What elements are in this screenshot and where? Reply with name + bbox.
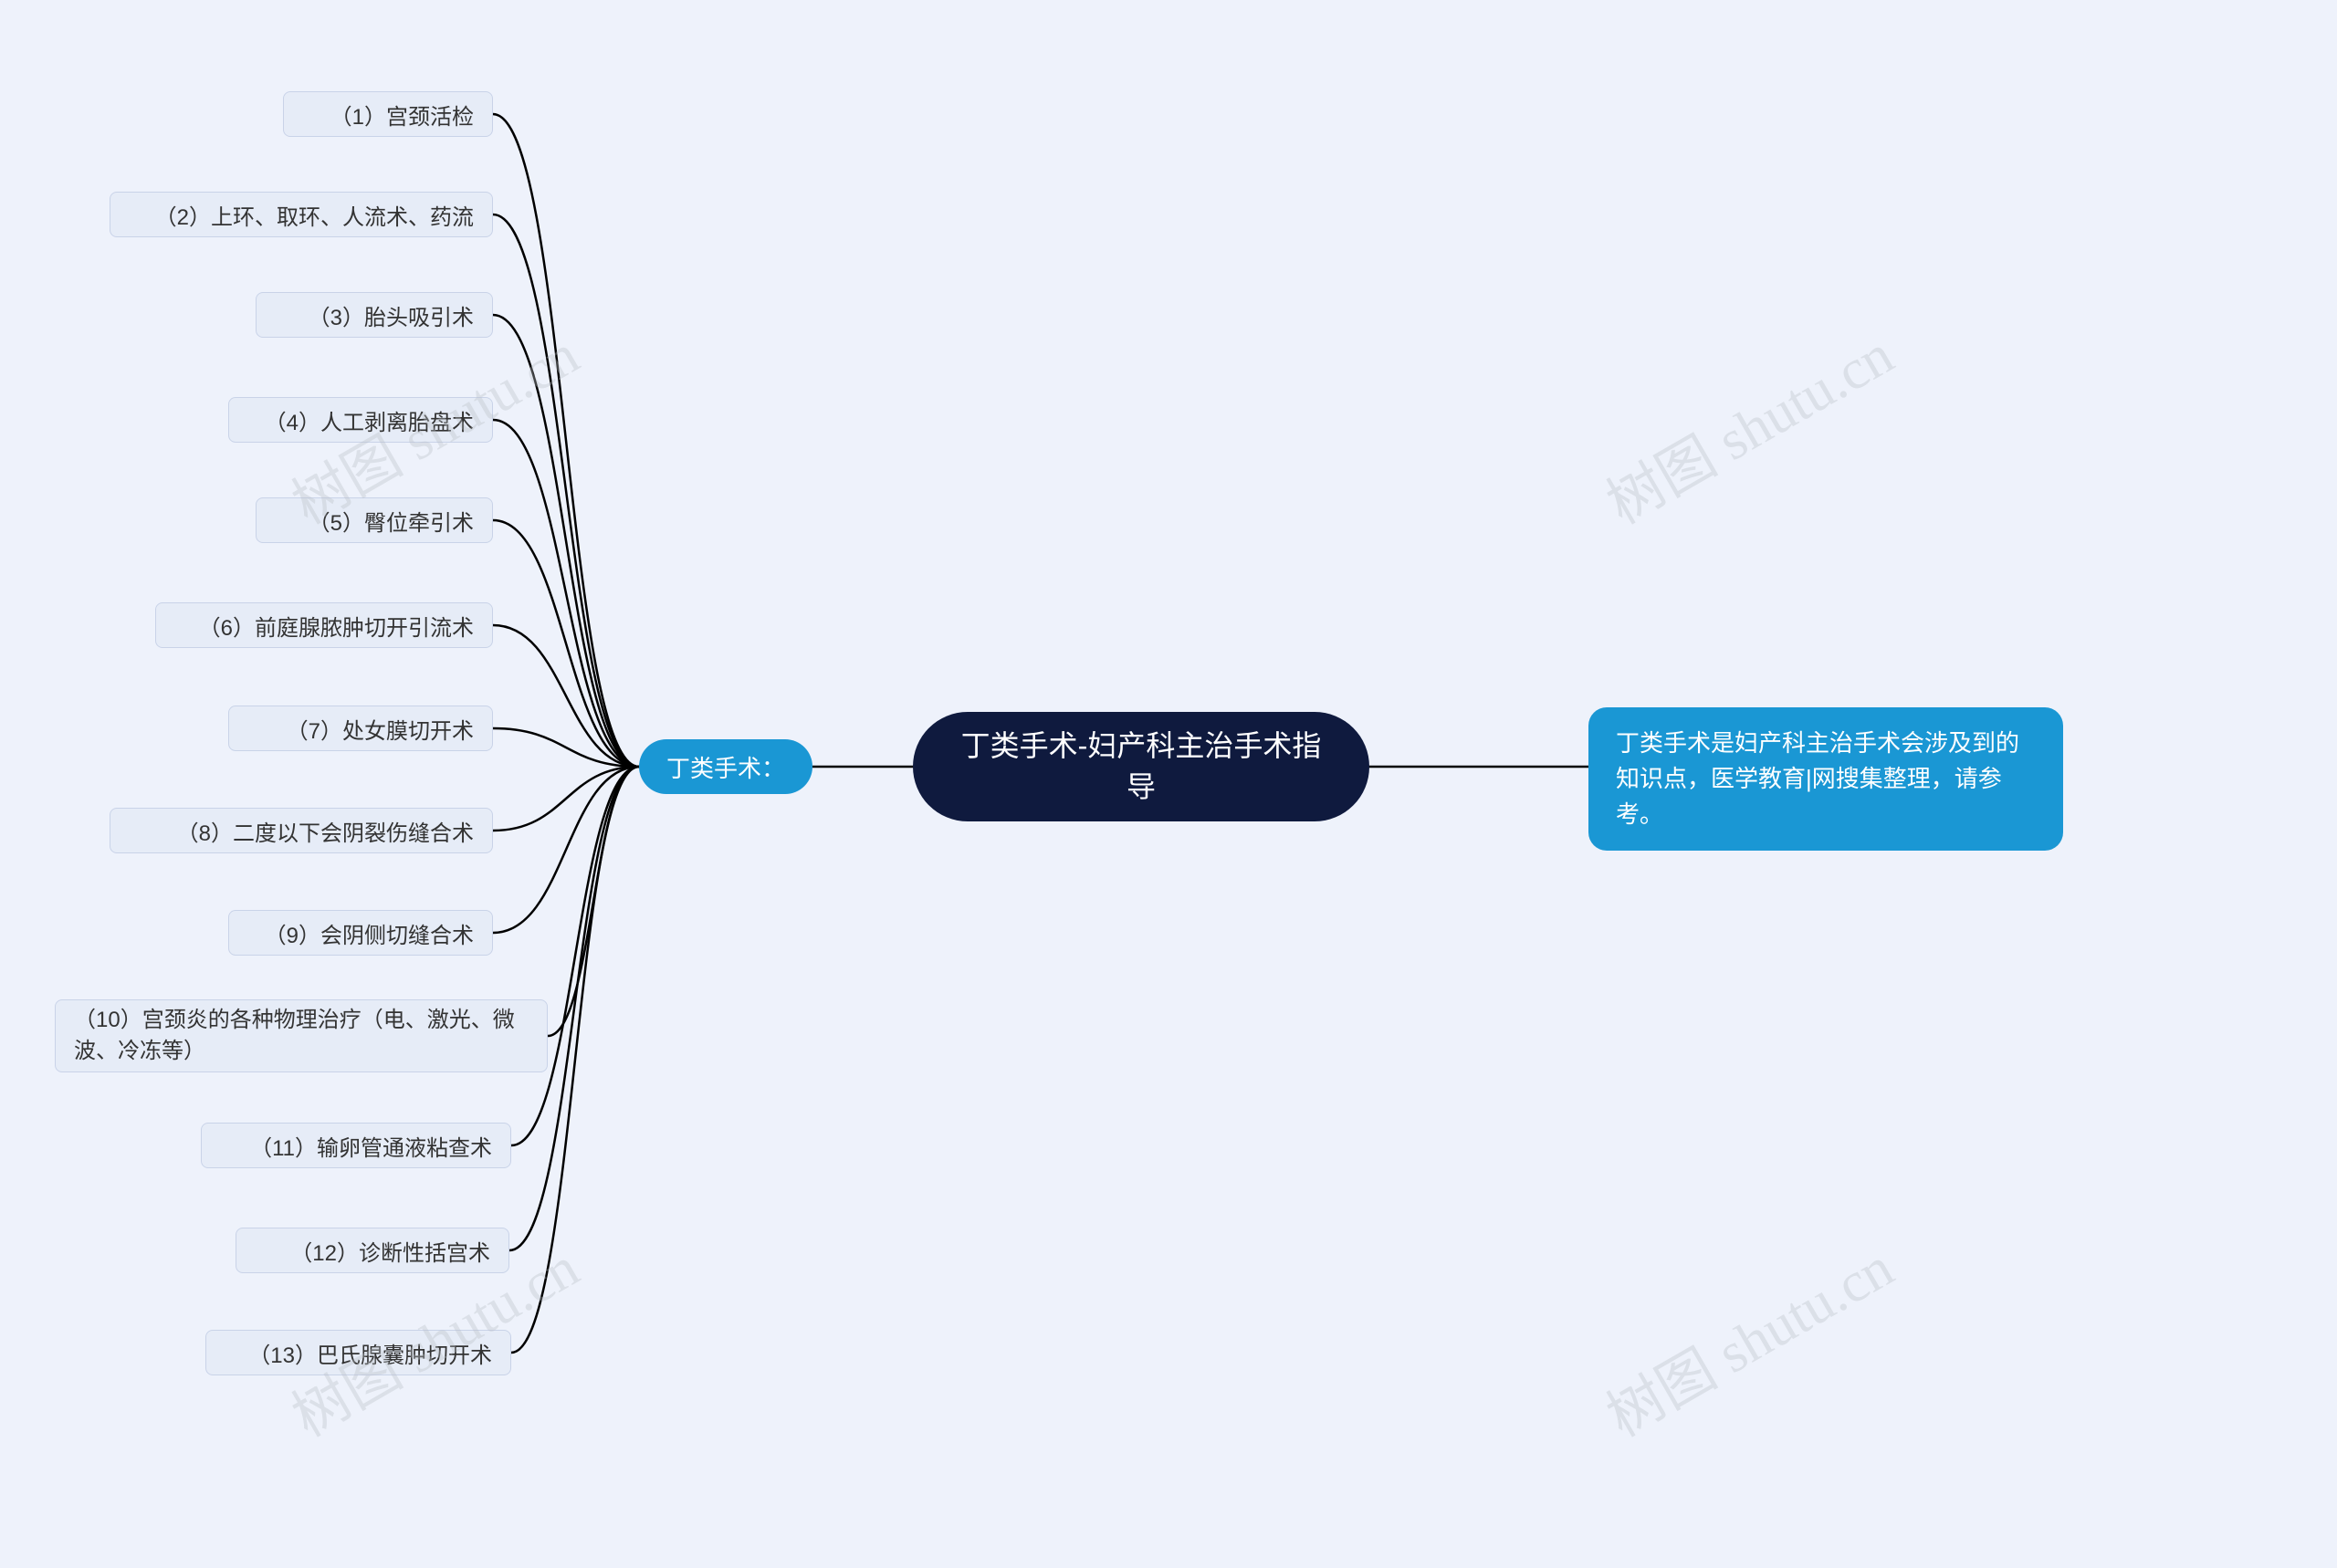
leaf-node-9: （9）会阴侧切缝合术 [228, 910, 493, 956]
leaf-node-8: （8）二度以下会阴裂伤缝合术 [110, 808, 493, 853]
leaf-node-3: （3）胎头吸引术 [256, 292, 493, 338]
leaf-label-5: （5）臀位牵引术 [309, 505, 474, 537]
leaf-label-12: （12）诊断性括宫术 [290, 1235, 490, 1267]
leaf-node-5: （5）臀位牵引术 [256, 497, 493, 543]
leaf-node-6: （6）前庭腺脓肿切开引流术 [155, 602, 493, 648]
leaf-node-12: （12）诊断性括宫术 [236, 1228, 509, 1273]
leaf-node-2: （2）上环、取环、人流术、药流 [110, 192, 493, 237]
right-child-node: 丁类手术是妇产科主治手术会涉及到的知识点，医学教育|网搜集整理，请参考。 [1588, 707, 2063, 851]
leaf-node-13: （13）巴氏腺囊肿切开术 [205, 1330, 511, 1375]
leaf-label-6: （6）前庭腺脓肿切开引流术 [199, 610, 474, 642]
leaf-label-10: （10）宫颈炎的各种物理治疗（电、激光、微波、冷冻等） [74, 1005, 529, 1066]
leaf-label-9: （9）会阴侧切缝合术 [265, 917, 474, 949]
watermark-4: 树图 shutu.cn [1589, 1222, 1905, 1452]
leaf-label-2: （2）上环、取环、人流术、药流 [155, 199, 474, 231]
leaf-label-11: （11）输卵管通液粘查术 [250, 1130, 492, 1162]
leaf-label-1: （1）宫颈活检 [330, 99, 474, 131]
leaf-label-8: （8）二度以下会阴裂伤缝合术 [177, 815, 474, 847]
leaf-node-1: （1）宫颈活检 [283, 91, 493, 137]
mindmap-root-label: 丁类手术-妇产科主治手术指导 [949, 726, 1333, 808]
leaf-label-3: （3）胎头吸引术 [309, 299, 474, 331]
right-child-label: 丁类手术是妇产科主治手术会涉及到的知识点，医学教育|网搜集整理，请参考。 [1616, 726, 2036, 832]
left-child-node: 丁类手术： [639, 739, 812, 794]
mindmap-root: 丁类手术-妇产科主治手术指导 [913, 712, 1369, 821]
leaf-node-10: （10）宫颈炎的各种物理治疗（电、激光、微波、冷冻等） [55, 999, 548, 1072]
leaf-node-7: （7）处女膜切开术 [228, 706, 493, 751]
left-child-label: 丁类手术： [666, 750, 785, 784]
watermark-2: 树图 shutu.cn [1589, 309, 1905, 539]
leaf-node-11: （11）输卵管通液粘查术 [201, 1123, 511, 1168]
leaf-label-7: （7）处女膜切开术 [287, 713, 474, 745]
leaf-node-4: （4）人工剥离胎盘术 [228, 397, 493, 443]
leaf-label-13: （13）巴氏腺囊肿切开术 [248, 1337, 492, 1369]
leaf-label-4: （4）人工剥离胎盘术 [265, 404, 474, 436]
